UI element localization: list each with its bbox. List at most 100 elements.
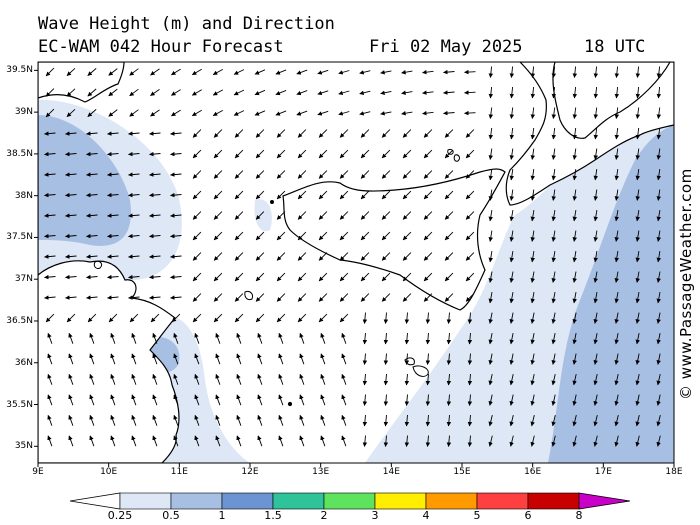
direction-arrow <box>297 190 307 200</box>
direction-arrow <box>320 394 326 406</box>
direction-arrow <box>128 151 140 157</box>
direction-arrow <box>152 373 158 385</box>
direction-arrow <box>339 313 349 323</box>
direction-arrow <box>509 66 515 78</box>
direction-arrow <box>362 312 368 324</box>
direction-arrow <box>192 313 202 323</box>
map-frame <box>37 61 675 464</box>
direction-arrow <box>341 414 347 426</box>
direction-arrow <box>360 170 370 179</box>
direction-arrow <box>317 90 329 96</box>
direction-arrow <box>444 129 454 138</box>
direction-arrow <box>530 312 535 324</box>
direction-arrow <box>128 192 140 198</box>
direction-arrow <box>276 272 286 282</box>
direction-arrow <box>488 86 494 99</box>
direction-arrow <box>444 231 454 241</box>
direction-arrow <box>255 231 265 241</box>
direction-arrow <box>129 109 139 117</box>
direction-arrow <box>425 312 431 324</box>
direction-arrow <box>635 189 641 201</box>
direction-arrow <box>192 211 202 220</box>
direction-arrow <box>614 394 619 406</box>
direction-arrow <box>276 313 286 323</box>
direction-arrow <box>65 274 77 280</box>
credit-text: © www.PassageWeather.com <box>677 168 695 400</box>
direction-arrow <box>170 213 182 218</box>
direction-arrow <box>86 254 98 259</box>
direction-arrow <box>551 210 556 222</box>
direction-arrow <box>89 332 95 344</box>
direction-arrow <box>509 107 515 119</box>
direction-arrow <box>572 394 577 406</box>
direction-arrow <box>530 374 535 386</box>
direction-arrow <box>362 394 368 406</box>
direction-arrow <box>107 213 119 218</box>
direction-arrow <box>404 394 410 406</box>
direction-arrow <box>215 332 221 344</box>
direction-arrow <box>572 127 578 140</box>
direction-arrow <box>339 170 349 179</box>
direction-arrow <box>338 111 350 116</box>
direction-arrow <box>446 435 452 447</box>
time-label: 18 UTC <box>584 37 646 57</box>
direction-arrow <box>464 69 476 75</box>
direction-arrow <box>65 192 77 198</box>
direction-arrow <box>614 148 620 160</box>
direction-arrow <box>614 414 619 427</box>
longitude-label: 11E <box>170 467 188 477</box>
direction-arrow <box>635 292 640 304</box>
direction-arrow <box>530 435 535 447</box>
direction-arrow <box>173 394 179 406</box>
direction-arrow <box>318 252 328 261</box>
direction-arrow <box>381 149 391 159</box>
direction-arrow <box>341 394 347 406</box>
direction-arrow <box>465 211 475 220</box>
direction-arrow <box>236 373 242 385</box>
direction-arrow <box>234 313 244 323</box>
direction-arrow <box>107 274 119 280</box>
colorbar-segment <box>221 492 274 510</box>
direction-arrow <box>635 271 640 283</box>
direction-arrow <box>234 293 244 302</box>
direction-arrow <box>614 86 620 99</box>
direction-arrow <box>173 435 179 447</box>
colorbar-segment <box>170 492 223 510</box>
direction-arrow <box>68 414 74 426</box>
direction-arrow <box>551 127 557 140</box>
latitude-label: 38.5N <box>6 148 33 159</box>
direction-arrow <box>362 435 368 447</box>
direction-arrow <box>131 435 137 447</box>
direction-arrow <box>360 211 370 220</box>
direction-arrow <box>233 69 245 75</box>
direction-arrow <box>572 251 577 263</box>
direction-arrow <box>509 312 514 324</box>
direction-arrow <box>381 129 391 138</box>
direction-arrow <box>530 394 535 406</box>
direction-arrow <box>593 414 598 427</box>
direction-arrow <box>45 88 55 97</box>
direction-arrow <box>444 170 454 179</box>
longitude-label: 10E <box>100 467 118 477</box>
direction-arrow <box>656 394 661 406</box>
direction-arrow <box>444 272 454 282</box>
direction-arrow <box>171 109 181 117</box>
colorbar-label: 1.5 <box>264 509 282 522</box>
direction-arrow <box>213 129 223 138</box>
direction-arrow <box>425 332 431 345</box>
direction-arrow <box>128 274 140 280</box>
direction-arrow <box>317 110 329 116</box>
direction-arrow <box>444 211 454 220</box>
direction-arrow <box>530 127 536 140</box>
direction-arrow <box>551 374 556 386</box>
direction-arrow <box>488 107 494 119</box>
direction-arrow <box>45 108 55 118</box>
latitude-label: 36.5N <box>6 315 33 326</box>
direction-arrow <box>425 373 431 386</box>
direction-arrow <box>149 172 161 177</box>
direction-arrow <box>86 295 98 300</box>
direction-arrow <box>488 414 493 427</box>
direction-arrow <box>423 231 433 241</box>
direction-arrow <box>465 149 475 159</box>
direction-arrow <box>530 271 535 283</box>
